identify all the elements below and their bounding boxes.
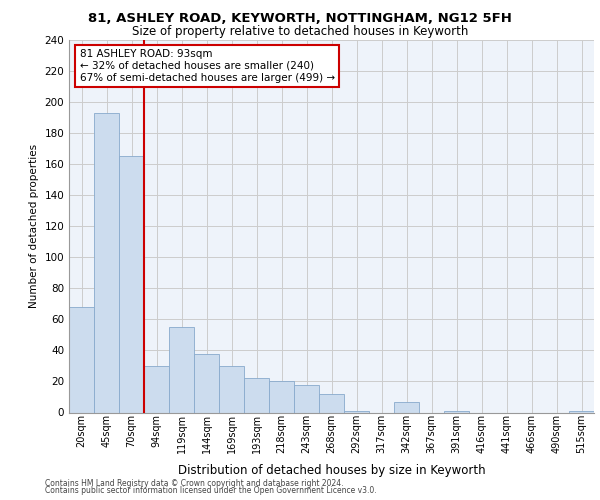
Bar [319, 394, 344, 412]
Text: Contains public sector information licensed under the Open Government Licence v3: Contains public sector information licen… [45, 486, 377, 495]
Bar [344, 411, 369, 412]
Bar [219, 366, 244, 412]
Bar [294, 384, 319, 412]
Bar [144, 366, 169, 412]
Text: 81, ASHLEY ROAD, KEYWORTH, NOTTINGHAM, NG12 5FH: 81, ASHLEY ROAD, KEYWORTH, NOTTINGHAM, N… [88, 12, 512, 26]
Bar [444, 411, 469, 412]
Text: Size of property relative to detached houses in Keyworth: Size of property relative to detached ho… [132, 25, 468, 38]
Bar [119, 156, 144, 412]
Bar [94, 113, 119, 412]
Y-axis label: Number of detached properties: Number of detached properties [29, 144, 39, 308]
X-axis label: Distribution of detached houses by size in Keyworth: Distribution of detached houses by size … [178, 464, 485, 477]
Bar [394, 402, 419, 412]
Bar [569, 411, 594, 412]
Bar [169, 327, 194, 412]
Bar [69, 307, 94, 412]
Bar [194, 354, 219, 412]
Bar [244, 378, 269, 412]
Bar [269, 382, 294, 412]
Text: 81 ASHLEY ROAD: 93sqm
← 32% of detached houses are smaller (240)
67% of semi-det: 81 ASHLEY ROAD: 93sqm ← 32% of detached … [79, 50, 335, 82]
Text: Contains HM Land Registry data © Crown copyright and database right 2024.: Contains HM Land Registry data © Crown c… [45, 478, 343, 488]
